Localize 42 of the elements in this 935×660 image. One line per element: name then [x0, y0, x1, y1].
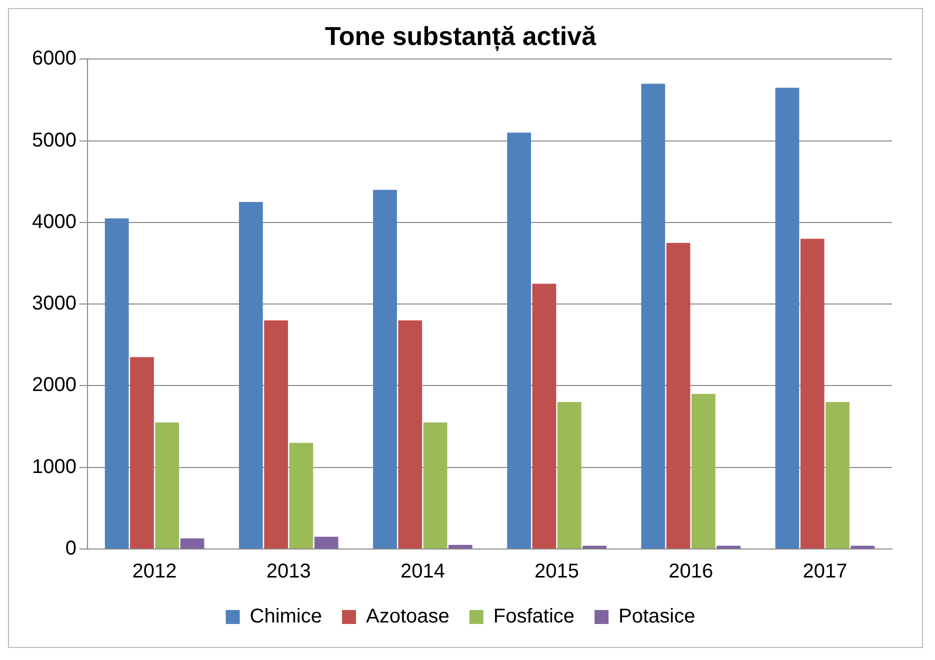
bar: [423, 422, 448, 548]
legend-label: Potasice: [618, 606, 696, 628]
legend-label: Chimice: [250, 606, 322, 628]
chart-title: Tone substanță activă: [324, 20, 597, 52]
bar: [155, 422, 180, 548]
bar: [582, 546, 606, 548]
x-tick-label: 2016: [668, 560, 714, 583]
bar: [692, 394, 716, 548]
y-tick-label: 5000: [32, 129, 76, 152]
x-tick-label: 2017: [802, 560, 848, 583]
bar: [238, 202, 263, 548]
legend-label: Azotoase: [366, 606, 450, 628]
bar: [800, 238, 824, 548]
bar: [666, 242, 690, 548]
x-tick-label: 2013: [266, 560, 311, 583]
y-tick-label: 0: [65, 538, 76, 560]
x-tick-label: 2012: [132, 560, 177, 583]
bar: [850, 546, 875, 548]
bar: [826, 402, 850, 548]
y-tick-label: 2000: [32, 374, 76, 396]
bar: [641, 84, 666, 548]
bar: [373, 190, 397, 548]
bar: [775, 88, 800, 548]
x-tick-label: 2015: [534, 560, 580, 583]
bar: [264, 320, 288, 548]
bar: [532, 284, 556, 548]
bar: [448, 544, 472, 548]
bar: [314, 536, 338, 548]
bar: [289, 442, 314, 548]
bar: [557, 402, 582, 548]
legend-label: Fosfatice: [493, 606, 575, 628]
bar: [180, 538, 204, 548]
y-tick-label: 3000: [32, 292, 76, 315]
bar: [507, 132, 532, 548]
y-tick-label: 6000: [32, 48, 76, 70]
bar: [104, 218, 129, 548]
bar: [716, 546, 741, 548]
x-tick-label: 2014: [400, 560, 445, 583]
bar: [130, 357, 154, 548]
y-tick-label: 1000: [32, 456, 76, 478]
bar: [398, 320, 422, 548]
y-tick-label: 4000: [32, 210, 76, 233]
